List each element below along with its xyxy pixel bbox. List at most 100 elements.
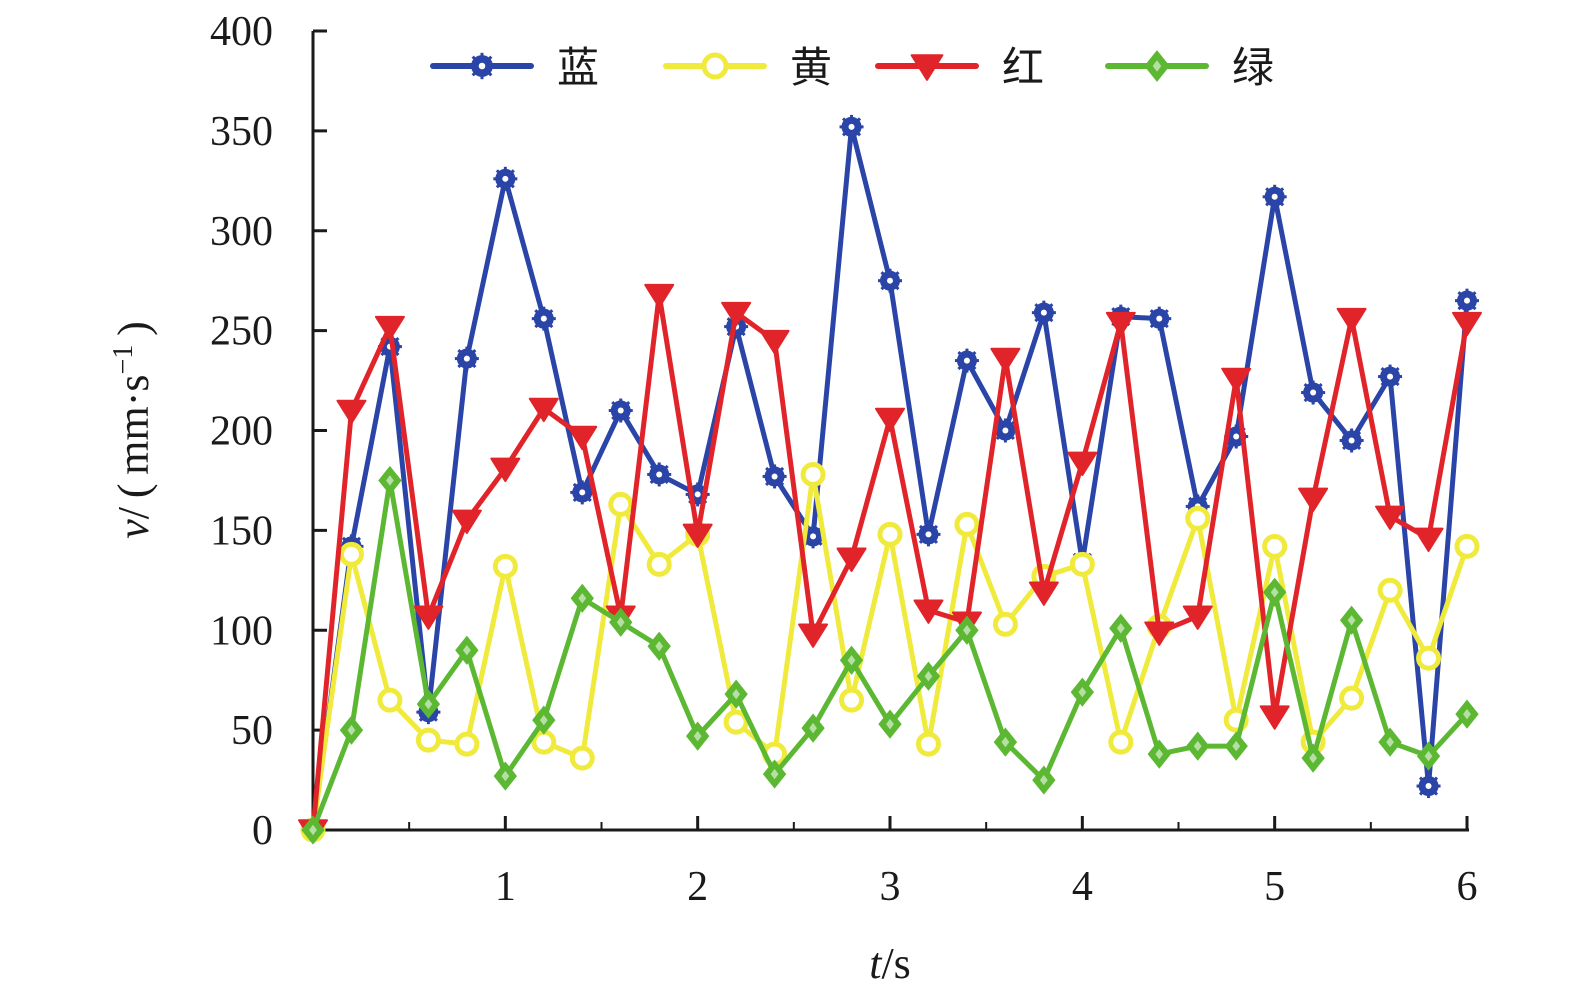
marker-center <box>887 277 893 284</box>
data-point <box>1375 505 1406 530</box>
y-axis-label-sup: −1 <box>108 345 139 375</box>
marker-center <box>1271 193 1278 200</box>
data-point-highlight <box>1270 587 1279 598</box>
data-point <box>721 301 752 327</box>
legend-item: 蓝 <box>430 43 599 92</box>
y-tick-label: 200 <box>210 409 273 455</box>
data-point-spokes <box>608 398 633 423</box>
data-point <box>569 745 595 771</box>
marker-center <box>463 355 470 362</box>
data-point <box>1185 505 1211 531</box>
marker-center <box>617 407 624 414</box>
legend-item: 黄 <box>663 43 832 92</box>
data-point <box>1069 551 1095 577</box>
data-point <box>377 687 403 713</box>
data-point-highlight <box>847 655 856 666</box>
marker-center <box>848 123 855 130</box>
data-point <box>839 687 865 713</box>
data-point <box>1454 533 1480 559</box>
legend-label: 蓝 <box>557 43 599 92</box>
data-point-spokes <box>1147 306 1172 331</box>
series-2 <box>300 461 1480 843</box>
series-line <box>310 292 1470 833</box>
data-point <box>954 511 980 537</box>
data-point <box>798 623 829 648</box>
x-axis-label-var: t <box>869 939 883 988</box>
legend-label: 绿 <box>1232 43 1274 92</box>
legend-marker <box>701 52 729 80</box>
legend-item: 绿 <box>1105 43 1274 92</box>
marker-center <box>771 473 778 480</box>
marker-center <box>1387 373 1394 380</box>
legend-label: 红 <box>1002 43 1044 92</box>
data-point <box>1339 685 1365 711</box>
data-point <box>1377 577 1403 603</box>
data-point <box>836 547 867 572</box>
x-axis-label: t/s <box>869 939 911 988</box>
data-point-spokes <box>531 306 556 331</box>
data-point <box>374 315 405 341</box>
data-point <box>915 731 941 757</box>
marker-center <box>1156 315 1163 322</box>
data-point-spokes <box>1262 184 1287 209</box>
legend-label: 黄 <box>790 43 832 92</box>
data-point-spokes <box>762 464 787 489</box>
marker-center <box>1464 297 1470 304</box>
legend: 蓝黄红绿 <box>430 43 1274 92</box>
data-point <box>1067 451 1098 477</box>
marker-center <box>656 471 663 478</box>
marker-center <box>1310 389 1317 396</box>
data-point <box>1298 487 1329 513</box>
data-point <box>800 461 826 487</box>
data-point-spokes <box>1339 428 1364 453</box>
data-point <box>413 605 444 630</box>
y-tick-label: 250 <box>210 309 273 355</box>
data-point-highlight <box>963 625 971 636</box>
data-point-spokes <box>1378 364 1403 389</box>
data-point <box>646 551 672 577</box>
x-tick-label: 5 <box>1264 864 1285 910</box>
data-point <box>528 397 559 423</box>
data-point-highlight <box>1232 740 1241 752</box>
y-tick-label: 0 <box>252 808 273 854</box>
data-point-highlight <box>1386 736 1394 748</box>
y-axis-label-close: ) <box>109 321 158 344</box>
data-point-highlight <box>616 617 625 628</box>
x-tick-label: 2 <box>687 864 708 910</box>
data-point-spokes <box>647 462 672 487</box>
data-point-highlight <box>424 698 433 710</box>
legend-item: 红 <box>875 43 1044 92</box>
x-tick-label: 1 <box>495 864 516 910</box>
data-point <box>913 599 944 624</box>
data-point <box>1259 705 1290 730</box>
data-point-highlight <box>347 724 356 736</box>
marker-center <box>925 531 932 538</box>
data-point <box>492 553 518 579</box>
data-point <box>1144 621 1175 646</box>
data-point <box>875 407 905 433</box>
marker-center <box>1002 427 1009 434</box>
y-axis-label-var: v <box>109 519 158 539</box>
data-point-spokes <box>954 348 979 373</box>
data-point-spokes <box>493 166 518 191</box>
data-point <box>336 399 367 425</box>
data-point <box>415 727 441 753</box>
data-point <box>1336 307 1367 333</box>
data-point-spokes <box>916 522 941 547</box>
marker-center <box>810 533 817 540</box>
data-point-highlight <box>1347 615 1356 626</box>
y-axis-ticks: 0 50 100 150 200 250 300 350 400 <box>210 9 327 854</box>
y-axis-label: v/ ( mm·s−1 ) <box>108 321 158 539</box>
marker-center <box>478 62 486 70</box>
data-point <box>1413 527 1444 552</box>
data-point-highlight <box>501 770 510 782</box>
data-point-highlight <box>309 824 317 836</box>
data-point <box>608 491 634 517</box>
data-point-highlight <box>539 714 548 726</box>
data-point-highlight <box>1193 740 1202 752</box>
y-tick-label: 50 <box>231 708 273 754</box>
y-tick-label: 400 <box>210 9 273 55</box>
legend-marker <box>910 54 944 81</box>
data-point <box>1452 311 1482 337</box>
data-point-spokes <box>1416 774 1441 799</box>
